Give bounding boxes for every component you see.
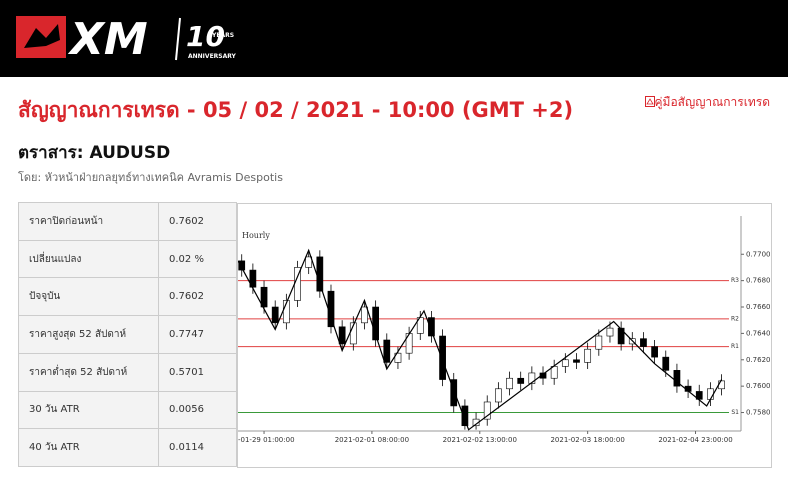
table-row: 40 วัน ATR 0.0114: [18, 428, 237, 467]
candle-body: [450, 379, 458, 407]
y-tick-label: 0.7680: [746, 277, 771, 285]
candle-body: [606, 327, 614, 337]
row-value: 0.7602: [158, 202, 237, 241]
candle-body: [573, 359, 580, 363]
author: โดย: หัวหน้าฝ่ายกลยุทธ์ทางเทคนิค Avramis…: [18, 171, 283, 184]
row-label: ราคาปิดก่อนหน้า: [18, 202, 159, 241]
level-label: R3: [731, 277, 739, 284]
candle-body: [584, 348, 592, 363]
candle-body: [260, 286, 268, 308]
level-label: S1: [731, 409, 739, 416]
candle-body: [461, 405, 469, 427]
table-row: ราคาสูงสุด 52 สัปดาห์ 0.7747: [18, 315, 237, 354]
row-value: 0.7602: [158, 277, 237, 317]
row-value: 0.0114: [158, 428, 237, 467]
logo-bull: [24, 24, 60, 48]
row-value: 0.02 %: [158, 239, 237, 279]
candle-body: [539, 372, 547, 379]
candle-body: [394, 352, 402, 363]
y-tick-label: 0.7580: [746, 409, 771, 417]
row-label: 40 วัน ATR: [18, 428, 159, 467]
x-tick-label: 2021-02-03 18:00:00: [550, 436, 624, 444]
table-row: ปัจจุบัน 0.7602: [18, 277, 237, 317]
y-tick-label: 0.7600: [746, 382, 771, 390]
candle-body: [238, 260, 246, 271]
row-label: ราคาต่ำสุด 52 สัปดาห์: [18, 352, 159, 392]
table-row: ราคาต่ำสุด 52 สัปดาห์ 0.5701: [18, 352, 237, 392]
logo-years: YEARS: [211, 32, 234, 39]
candle-body: [483, 401, 491, 420]
row-value: 0.7747: [158, 315, 237, 354]
candle-body: [305, 256, 313, 268]
table-row: 30 วัน ATR 0.0056: [18, 390, 237, 430]
logo: XM 10 YEARS ANNIVERSARY: [16, 14, 237, 65]
candle-body: [707, 388, 714, 400]
candle-body: [718, 380, 725, 390]
row-value: 0.0056: [158, 390, 237, 430]
candle-body: [617, 327, 625, 345]
x-tick-label: 2021-02-02 13:00:00: [443, 436, 517, 444]
zigzag-line: [238, 248, 723, 431]
logo-divider: [175, 17, 181, 61]
table-row: เปลี่ยนแปลง 0.02 %: [18, 239, 237, 279]
y-tick-label: 0.7660: [746, 303, 771, 311]
row-label: ราคาสูงสุด 52 สัปดาห์: [18, 315, 159, 354]
pdf-icon: [644, 96, 655, 107]
header-bar: XM 10 YEARS ANNIVERSARY: [0, 0, 788, 77]
candle-body: [640, 338, 647, 347]
candle-body: [517, 377, 525, 384]
candle-body: [561, 359, 569, 367]
logo-years-number: 10: [186, 20, 225, 53]
level-label: R2: [731, 315, 739, 322]
chart-title: Hourly: [242, 231, 270, 240]
y-tick-label: 0.7700: [746, 250, 771, 258]
candle-body: [673, 370, 681, 387]
candle-body: [495, 388, 502, 403]
guide-link-text[interactable]: คู่มือสัญญาณการเทรด: [654, 95, 771, 109]
candle-body: [506, 377, 513, 390]
candle-body: [271, 306, 279, 324]
row-label: ปัจจุบัน: [18, 277, 159, 317]
y-tick-label: 0.7620: [746, 356, 771, 364]
chart: Hourly 0.7700 0.7680 0.7660 0.7640 0.7620 0.7…: [237, 203, 772, 468]
candle-body: [662, 356, 670, 371]
row-label: 30 วัน ATR: [18, 390, 159, 430]
candle-body: [361, 306, 368, 324]
candle-body: [338, 326, 346, 345]
instrument: ตราสาร: AUDUSD: [18, 143, 171, 163]
row-value: 0.5701: [158, 352, 237, 392]
candle-body: [316, 256, 324, 292]
candle-body: [595, 335, 603, 350]
level-label: R1: [731, 343, 739, 350]
candle-body: [528, 372, 536, 384]
table-row: ราคาปิดก่อนหน้า 0.7602: [18, 202, 237, 241]
candle-body: [405, 333, 413, 354]
stats-table: ราคาปิดก่อนหน้า 0.7602 เปลี่ยนแปลง 0.02 % ปั…: [18, 202, 237, 467]
page-title: สัญญาณการเทรด - 05 / 02 / 2021 - 10:00 (…: [18, 98, 574, 122]
candle-body: [439, 335, 446, 380]
x-tick-label: 1-01-29 01:00:00: [237, 436, 295, 444]
logo-anniversary: ANNIVERSARY: [188, 53, 237, 60]
candle-body: [651, 346, 658, 358]
guide-link[interactable]: คู่มือสัญญาณการเทรด: [644, 93, 771, 112]
x-tick-label: 2021-02-01 08:00:00: [335, 436, 409, 444]
candle-body: [428, 317, 435, 337]
candle-body: [383, 339, 391, 363]
x-tick-label: 2021-02-04 23:00:00: [658, 436, 732, 444]
y-tick-label: 0.7640: [746, 329, 771, 337]
row-label: เปลี่ยนแปลง: [18, 239, 159, 279]
logo-text: XM: [67, 14, 148, 65]
